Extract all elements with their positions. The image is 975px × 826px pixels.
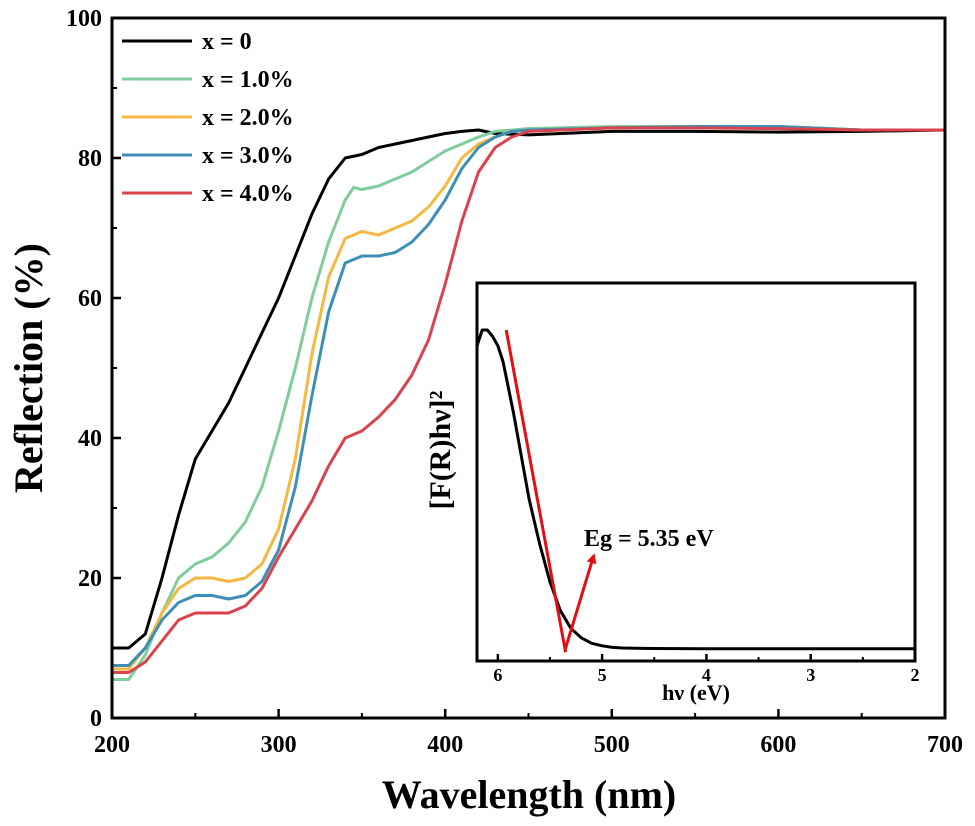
main-plot: 200 300 400 500 600 700 0 20 40 60 80 100 Waveleng…	[6, 6, 963, 817]
y-tick-label: 100	[66, 6, 102, 32]
series-line-0	[112, 128, 946, 650]
y-tick-label: 0	[90, 706, 102, 732]
inset-x-tick-label: 3	[806, 665, 815, 685]
inset-frame	[475, 281, 917, 663]
inset-x-axis-title: hν (eV)	[662, 680, 730, 705]
y-tick-label: 20	[78, 566, 102, 592]
series-line-4	[112, 126, 945, 674]
eg-annotation: Eg = 5.35 eV	[584, 526, 714, 552]
y-tick-label: 60	[78, 286, 102, 312]
x-tick-label: 200	[94, 732, 130, 758]
inset-x-tick-label: 6	[493, 665, 502, 685]
legend-label-4: x = 4.0%	[202, 181, 294, 207]
x-tick-label: 400	[427, 732, 463, 758]
inset-x-tick-label: 5	[598, 665, 607, 685]
legend-label-2: x = 2.0%	[202, 105, 294, 131]
legend: x = 0 x = 1.0% x = 2.0% x = 3.0% x = 4.0%	[122, 29, 294, 207]
y-axis-title: Reflection (%)	[6, 243, 51, 493]
x-tick-label: 300	[261, 732, 297, 758]
inset-x-tick-label: 4	[702, 665, 711, 685]
inset-background	[477, 283, 915, 661]
legend-label-1: x = 1.0%	[202, 67, 294, 93]
inset-series-line-1	[504, 329, 568, 653]
y-tick-label: 80	[78, 146, 102, 172]
x-tick-label: 500	[594, 732, 630, 758]
y-tick-label: 40	[78, 426, 102, 452]
legend-label-0: x = 0	[202, 29, 252, 55]
legend-label-3: x = 3.0%	[202, 143, 294, 169]
x-tick-label: 600	[760, 732, 796, 758]
x-tick-label: 700	[927, 732, 963, 758]
inset-plot: Eg = 5.35 eV 6 5 4 3 2 hν (eV) [F(R)hν]²	[424, 281, 920, 705]
inset-y-axis-title: [F(R)hν]²	[424, 390, 457, 509]
x-axis-title: Wavelength (nm)	[382, 772, 676, 817]
inset-x-tick-label: 2	[911, 665, 920, 685]
eg-arrow	[563, 553, 597, 651]
